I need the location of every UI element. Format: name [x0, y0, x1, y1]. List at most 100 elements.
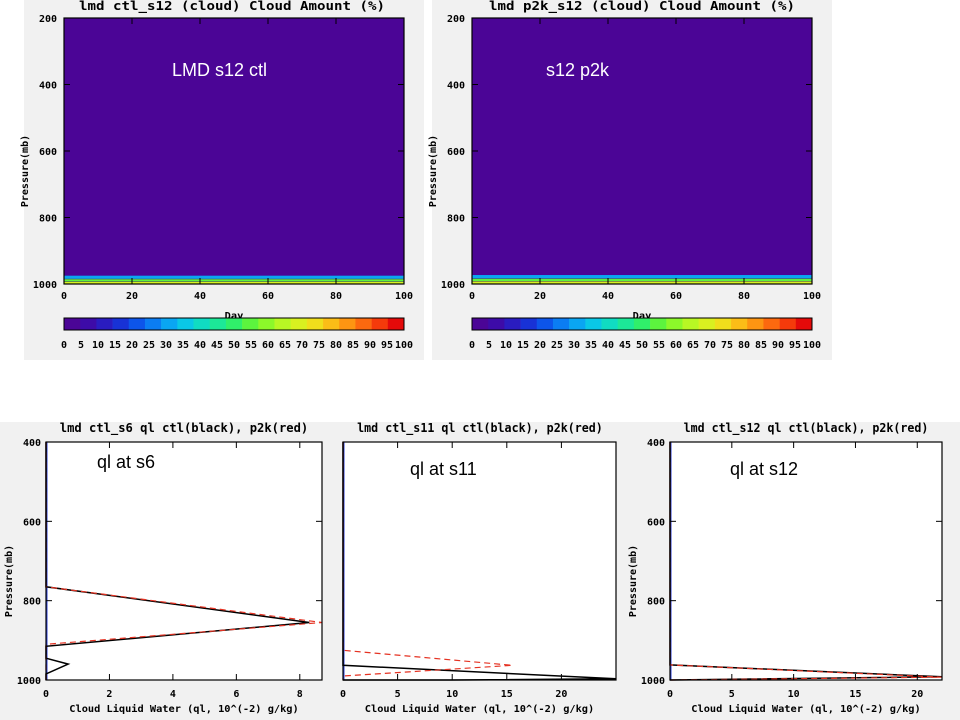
- x-tick-label: 0: [667, 689, 673, 700]
- colorbar-swatch: [682, 318, 699, 330]
- colorbar-label: 65: [279, 340, 291, 351]
- colorbar-swatch: [666, 318, 683, 330]
- colorbar-swatch: [339, 318, 356, 330]
- x-tick-label: 0: [469, 291, 475, 302]
- plot-area: [670, 442, 942, 680]
- colorbar-label: 40: [194, 340, 206, 351]
- chart-title: lmd ctl_s11 ql ctl(black), p2k(red): [357, 421, 603, 436]
- y-tick-label: 800: [23, 597, 41, 608]
- colorbar-swatch: [617, 318, 635, 330]
- colorbar-label: 35: [585, 340, 597, 351]
- colorbar-label: 60: [670, 340, 682, 351]
- colorbar-label: 85: [347, 340, 359, 351]
- colorbar-swatch: [258, 318, 275, 330]
- y-axis-label: Pressure(mb): [20, 135, 31, 207]
- colorbar-swatch: [504, 318, 521, 330]
- colorbar-swatch: [96, 318, 113, 330]
- colorbar-label: 35: [177, 340, 189, 351]
- y-tick-label: 400: [23, 438, 41, 449]
- colorbar-label: 70: [296, 340, 308, 351]
- x-tick-label: 40: [194, 291, 206, 302]
- heatmap-band-2: [64, 279, 404, 282]
- colorbar-label: 80: [330, 340, 342, 351]
- x-tick-label: 10: [788, 689, 800, 700]
- x-tick-label: 20: [911, 689, 923, 700]
- x-tick-label: 60: [262, 291, 274, 302]
- colorbar-label: 5: [486, 340, 492, 351]
- plot-frame: [45, 441, 323, 681]
- colorbar-swatch: [306, 318, 324, 330]
- colorbar-swatch: [274, 318, 291, 330]
- colorbar-label: 85: [755, 340, 767, 351]
- y-tick-label: 1000: [441, 280, 465, 291]
- colorbar-label: 75: [313, 340, 325, 351]
- chart-title: lmd ctl_s12 (cloud) Cloud Amount (%): [79, 0, 385, 14]
- colorbar-label: 95: [789, 340, 801, 351]
- plot-frame: [342, 441, 617, 681]
- colorbar-swatch: [536, 318, 554, 330]
- colorbar-swatch: [193, 318, 211, 330]
- colorbar-label: 100: [803, 340, 821, 351]
- colorbar-label: 15: [109, 340, 121, 351]
- x-tick-label: 60: [670, 291, 682, 302]
- colorbar-swatch: [714, 318, 732, 330]
- colorbar-swatch: [371, 318, 389, 330]
- chart-annotation: LMD s12 ctl: [172, 60, 267, 80]
- colorbar-label: 30: [160, 340, 172, 351]
- colorbar-swatch: [779, 318, 797, 330]
- colorbar-label: 20: [126, 340, 138, 351]
- charts: lmd ctl_s12 (cloud) Cloud Amount (%) 0 20 4…: [4, 0, 943, 715]
- colorbar-label: 20: [534, 340, 546, 351]
- heatmap-band-3: [472, 281, 812, 284]
- heatmap-band-1: [64, 275, 404, 280]
- y-tick-label: 800: [39, 214, 57, 225]
- colorbar-swatch: [177, 318, 194, 330]
- colorbar-label: 75: [721, 340, 733, 351]
- chart-title: lmd p2k_s12 (cloud) Cloud Amount (%): [489, 0, 795, 14]
- colorbar-swatch: [472, 318, 489, 330]
- x-tick-label: 5: [729, 689, 735, 700]
- colorbar-swatch: [161, 318, 178, 330]
- heatmap-band-3: [64, 281, 404, 284]
- colorbar-swatch: [795, 318, 813, 330]
- plot-frame: [669, 441, 943, 681]
- y-tick-label: 600: [39, 147, 57, 158]
- colorbar-label: 40: [602, 340, 614, 351]
- x-tick-label: 20: [534, 291, 546, 302]
- x-tick-label: 0: [61, 291, 67, 302]
- colorbar-label: 50: [636, 340, 648, 351]
- y-tick-label: 600: [647, 517, 665, 528]
- colorbar-swatch: [552, 318, 570, 330]
- colorbar-swatch: [747, 318, 764, 330]
- colorbar-label: 25: [143, 340, 155, 351]
- x-tick-label: 80: [738, 291, 750, 302]
- colorbar-swatch: [601, 318, 619, 330]
- y-tick-label: 800: [447, 214, 465, 225]
- plot-area: [46, 442, 322, 680]
- colorbar-label: 90: [772, 340, 784, 351]
- y-tick-label: 400: [647, 438, 665, 449]
- y-tick-label: 1000: [641, 676, 665, 687]
- x-tick-label: 4: [170, 689, 176, 700]
- colorbar-label: 70: [704, 340, 716, 351]
- plot-area: [343, 442, 616, 680]
- colorbar-label: 65: [687, 340, 699, 351]
- x-tick-label: 80: [330, 291, 342, 302]
- x-tick-label: 20: [555, 689, 567, 700]
- y-axis-label: Pressure(mb): [628, 545, 639, 617]
- x-tick-label: 15: [849, 689, 861, 700]
- colorbar-label: 15: [517, 340, 529, 351]
- chart-annotation: ql at s6: [97, 452, 155, 472]
- x-tick-label: 10: [446, 689, 458, 700]
- y-tick-label: 1000: [17, 676, 41, 687]
- colorbar-swatch: [209, 318, 227, 330]
- chart-title: lmd ctl_s6 ql ctl(black), p2k(red): [60, 421, 308, 436]
- colorbar-swatch: [698, 318, 716, 330]
- y-tick-label: 800: [647, 597, 665, 608]
- colorbar-swatch: [128, 318, 146, 330]
- x-tick-label: 20: [126, 291, 138, 302]
- colorbar-swatch: [225, 318, 243, 330]
- colorbar-label: 100: [395, 340, 413, 351]
- colorbar-swatch: [80, 318, 97, 330]
